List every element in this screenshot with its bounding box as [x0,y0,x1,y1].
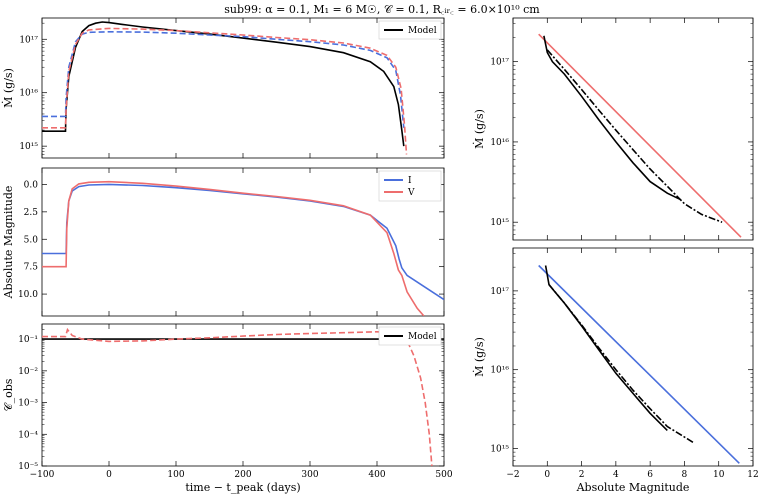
x-tick-label: 4 [613,470,619,480]
y-tick-label: 0.0 [24,180,39,190]
x-tick-label: 200 [234,470,251,480]
series-line-fit [538,33,742,238]
legend-label: Model [408,26,437,36]
series-line-fit [538,264,740,464]
y-tick-label: 10¹⁷ [490,58,509,68]
plot-frame [512,247,754,467]
y-tick-label: 10¹⁷ [19,35,38,45]
x-tick-label: 400 [368,470,385,480]
x-axis-label: time − t_peak (days) [185,481,300,494]
x-tick-label: −100 [30,470,55,480]
y-axis-label: 𝒞_obs [2,378,15,411]
plot-frame [512,17,754,241]
x-tick-label: 6 [647,470,653,480]
x-tick-label: 500 [435,470,452,480]
y-tick-label: 10⁻⁴ [18,430,38,440]
x-axis-label: Absolute Magnitude [576,481,690,494]
series-line-model-alt [546,49,723,223]
x-tick-label: −2 [506,470,519,480]
y-tick-label: 2.5 [24,208,39,218]
series-line-red-dashed [42,327,433,466]
series-line-model [543,35,682,201]
y-tick-label: 7.5 [24,263,39,273]
x-tick-label: 12 [747,470,758,480]
legend-box [378,20,442,40]
y-tick-label: 10¹⁵ [19,142,38,152]
series-line-blue-dashed [42,30,405,128]
series-line-i [42,183,444,301]
legend-label: I [408,176,412,186]
x-tick-label: 100 [167,470,184,480]
series-line-model-alt [548,284,694,443]
x-tick-label: 8 [682,470,688,480]
x-tick-label: 10 [713,470,725,480]
series-line-v [42,180,425,316]
series-line-model [42,21,405,147]
panel-cobs-time: 10⁻¹ 10⁻² 10⁻³ 10⁻⁴ 10⁻⁵−100 0 100 200 300 400 500… [2,323,453,494]
y-tick-label: 10¹⁶ [490,366,509,376]
figure-title: sub99: α = 0.1, M₁ = 6 M☉, 𝒞 = 0.1, R꜀ᵢᵣ… [224,3,540,16]
y-tick-label: 10¹⁶ [490,138,509,148]
y-axis-label: Absolute Magnitude [2,186,15,300]
panel-mdot-mag-V: 10¹⁵ 10¹⁶ 10¹⁷ Ṁ (g/s) [472,17,754,241]
y-axis-label: Ṁ (g/s) [472,337,486,377]
legend-label: Model [408,332,437,342]
legend: IV [378,170,442,202]
x-tick-label: 0 [106,470,112,480]
y-tick-label: 10⁻³ [18,399,38,409]
x-tick-label: 2 [579,470,585,480]
y-tick-label: 10⁻² [18,367,38,377]
y-tick-label: 10¹⁷ [490,287,509,297]
y-tick-label: 10¹⁶ [19,89,38,99]
legend-box [378,326,442,346]
x-tick-label: 300 [301,470,318,480]
y-tick-label: 10¹⁵ [490,445,509,455]
y-tick-label: 10¹⁵ [490,218,509,228]
y-axis-label: Ṁ (g/s) [472,109,486,149]
legend-box [378,170,442,202]
y-tick-label: 10⁻¹ [18,335,38,345]
panel-mdot-time: 10¹⁵ 10¹⁶ 10¹⁷ Ṁ (g/s) Model [1,17,445,159]
legend-label: V [407,188,415,198]
panel-mdot-mag-I: 10¹⁵ 10¹⁶ 10¹⁷ −2 0 2 4 6 8 10 12 Ṁ (g/s) Absolute M… [472,247,759,494]
legend: Model [378,20,442,40]
y-tick-label: 10.0 [18,290,38,300]
x-tick-label: 0 [544,470,550,480]
y-axis-label: Ṁ (g/s) [1,68,15,108]
legend: Model [378,326,442,346]
y-tick-label: 5.0 [24,235,39,245]
y-tick-label: 10⁻⁵ [18,462,38,472]
